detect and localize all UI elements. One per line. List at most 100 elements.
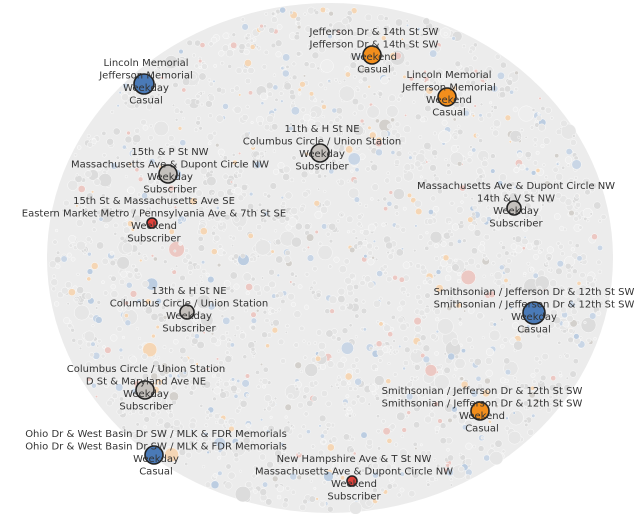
background-bubble <box>367 145 373 151</box>
background-bubble <box>68 243 73 248</box>
background-bubble <box>164 55 179 70</box>
highlight-bubble-b12[interactable] <box>144 445 164 465</box>
background-bubble <box>262 366 269 373</box>
background-bubble <box>293 310 302 319</box>
background-bubble <box>259 488 267 496</box>
background-bubble <box>383 206 388 212</box>
background-bubble <box>344 276 353 285</box>
background-bubble <box>342 78 347 83</box>
background-bubble <box>313 135 320 143</box>
background-bubble <box>287 393 294 400</box>
background-bubble <box>160 75 164 80</box>
background-bubble <box>333 256 340 263</box>
label-member-type: Casual <box>465 424 499 435</box>
background-bubble <box>299 369 303 373</box>
background-bubble <box>348 323 353 328</box>
background-bubble <box>433 374 450 390</box>
background-bubble <box>168 391 179 402</box>
background-bubble <box>374 245 379 251</box>
highlight-bubble-b9[interactable] <box>522 301 546 325</box>
background-bubble <box>194 283 199 288</box>
background-bubble <box>386 250 390 255</box>
background-bubble <box>543 331 549 337</box>
background-bubble <box>257 202 263 207</box>
background-bubble <box>367 258 375 266</box>
background-bubble <box>559 225 565 231</box>
background-bubble <box>318 449 325 456</box>
background-bubble <box>457 279 462 284</box>
background-bubble <box>124 175 128 179</box>
highlight-bubble-b7[interactable] <box>506 200 522 216</box>
background-bubble <box>392 339 396 343</box>
background-bubble <box>538 250 542 254</box>
highlight-bubble-b8[interactable] <box>179 304 195 320</box>
background-bubble <box>466 336 473 343</box>
background-bubble <box>150 372 158 381</box>
background-bubble <box>403 43 411 51</box>
background-bubble <box>199 42 206 48</box>
background-bubble <box>398 276 405 283</box>
background-bubble <box>313 486 317 490</box>
background-bubble <box>582 177 591 186</box>
background-bubble <box>384 60 393 69</box>
background-bubble <box>159 245 165 251</box>
background-bubble <box>233 393 239 399</box>
background-bubble <box>532 379 537 384</box>
background-bubble <box>239 332 246 340</box>
background-bubble <box>458 452 463 457</box>
background-bubble <box>320 390 328 397</box>
background-bubble <box>216 190 225 198</box>
background-bubble <box>387 362 391 366</box>
background-bubble <box>191 53 196 58</box>
background-bubble <box>558 243 564 250</box>
background-bubble <box>234 187 242 195</box>
background-bubble <box>354 313 360 319</box>
background-bubble <box>494 53 501 60</box>
highlight-bubble-b3[interactable] <box>437 87 457 107</box>
background-bubble <box>477 200 482 206</box>
background-bubble <box>461 85 465 89</box>
background-bubble <box>402 74 407 79</box>
background-bubble <box>195 291 199 295</box>
background-bubble <box>284 415 288 419</box>
label-day-type: Weekday <box>299 149 345 160</box>
background-bubble <box>473 229 482 237</box>
highlight-bubble-b13[interactable] <box>346 475 358 487</box>
highlight-bubble-b4[interactable] <box>310 143 330 163</box>
highlight-bubble-b1[interactable] <box>362 45 382 65</box>
background-bubble <box>353 196 360 203</box>
background-bubble <box>246 448 251 453</box>
background-bubble <box>233 259 238 264</box>
background-bubble <box>355 87 361 93</box>
background-bubble <box>404 346 411 353</box>
label-day-type: Weekday <box>123 83 169 94</box>
background-bubble <box>98 216 104 222</box>
background-bubble <box>119 235 125 241</box>
background-bubble <box>268 311 272 315</box>
highlight-bubble-b11[interactable] <box>470 401 490 421</box>
background-bubble <box>136 298 142 304</box>
background-bubble <box>185 451 192 459</box>
background-bubble <box>412 100 416 104</box>
highlight-bubble-b6[interactable] <box>146 217 158 229</box>
background-bubble <box>537 123 546 132</box>
background-bubble <box>431 86 435 90</box>
background-bubble <box>225 350 230 355</box>
background-bubble <box>498 173 507 182</box>
background-bubble <box>540 106 546 111</box>
background-bubble <box>255 369 260 375</box>
background-bubble <box>372 92 377 96</box>
highlight-bubble-b5[interactable] <box>158 164 178 184</box>
background-bubble <box>306 399 314 407</box>
background-bubble <box>321 104 327 110</box>
background-bubble <box>579 284 587 292</box>
background-bubble <box>365 166 371 172</box>
highlight-bubble-b2[interactable] <box>133 73 155 95</box>
background-bubble <box>352 75 357 79</box>
background-bubble <box>395 349 399 354</box>
background-bubble <box>589 281 596 288</box>
highlight-bubble-b10[interactable] <box>135 380 155 400</box>
background-bubble <box>325 329 334 338</box>
background-bubble <box>377 31 382 36</box>
